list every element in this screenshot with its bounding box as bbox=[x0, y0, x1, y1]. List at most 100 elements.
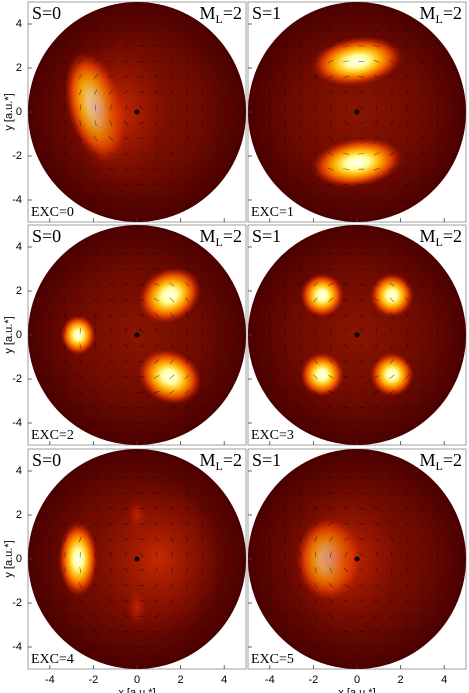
flow-arrow bbox=[78, 598, 83, 604]
flow-arrow bbox=[330, 327, 332, 334]
flow-arrow bbox=[153, 252, 160, 255]
flow-arrow bbox=[78, 297, 83, 303]
flow-arrow bbox=[389, 506, 395, 511]
m-symbol: M bbox=[199, 226, 215, 246]
flow-arrow bbox=[268, 73, 272, 80]
flow-arrow bbox=[421, 312, 424, 319]
flow-arrow bbox=[389, 29, 395, 33]
flow-arrow bbox=[327, 645, 334, 649]
flow-arrow bbox=[312, 491, 319, 495]
flow-arrow bbox=[93, 374, 98, 380]
flow-arrow bbox=[328, 297, 334, 302]
flow-arrow bbox=[170, 120, 174, 126]
m-value: =2 bbox=[443, 450, 462, 470]
m-symbol: M bbox=[419, 3, 435, 23]
flow-arrow bbox=[373, 283, 380, 286]
flow-arrow bbox=[138, 360, 145, 363]
flow-arrow bbox=[312, 405, 319, 410]
flow-arrow bbox=[138, 153, 145, 155]
flow-arrow bbox=[436, 89, 439, 96]
flow-arrow bbox=[343, 359, 349, 363]
flow-arrow bbox=[297, 389, 303, 395]
flow-arrow bbox=[329, 343, 333, 349]
flow-arrow bbox=[343, 375, 350, 378]
flow-arrow bbox=[92, 28, 99, 33]
flow-arrow bbox=[94, 312, 98, 319]
flow-arrow bbox=[216, 373, 220, 380]
flow-arrow bbox=[94, 327, 97, 334]
flow-arrow bbox=[201, 312, 204, 319]
flow-arrow bbox=[297, 490, 303, 496]
flow-arrow bbox=[124, 327, 128, 334]
flow-arrow bbox=[123, 183, 130, 186]
flow-arrow bbox=[216, 342, 219, 350]
flow-arrow bbox=[299, 536, 302, 543]
panel: S=1 ML=2 EXC=3 bbox=[247, 224, 467, 446]
flow-arrow bbox=[390, 89, 394, 95]
flow-arrow bbox=[328, 59, 334, 64]
flow-arrow bbox=[436, 536, 439, 543]
panel: -4 -2 0 2 4 x [a.u.*] S=1 ML=2 EXC=5 bbox=[247, 448, 467, 693]
flow-arrow bbox=[169, 59, 175, 64]
flow-arrow bbox=[216, 536, 219, 543]
center-dot bbox=[134, 109, 140, 115]
flow-arrow bbox=[201, 135, 204, 142]
flow-arrow bbox=[419, 629, 425, 634]
flow-arrow bbox=[48, 73, 52, 80]
flow-arrow bbox=[421, 89, 424, 96]
flow-arrow bbox=[313, 297, 318, 303]
flow-arrow bbox=[153, 29, 160, 32]
center-dot bbox=[354, 109, 360, 115]
flow-arrow bbox=[169, 167, 175, 172]
flow-arrow bbox=[330, 551, 332, 558]
flow-arrow bbox=[48, 135, 51, 142]
flow-arrow bbox=[62, 490, 68, 496]
flow-arrow bbox=[389, 598, 395, 603]
center-dot bbox=[354, 332, 360, 338]
flow-arrow bbox=[108, 136, 114, 141]
flow-arrow bbox=[404, 374, 410, 380]
flow-arrow bbox=[94, 567, 97, 573]
flow-arrow bbox=[79, 119, 82, 127]
flow-arrow bbox=[64, 342, 66, 350]
flow-arrow bbox=[78, 521, 83, 527]
flow-arrow bbox=[358, 314, 365, 317]
flow-arrow bbox=[314, 327, 317, 334]
flow-arrow bbox=[170, 312, 174, 318]
flow-arrow bbox=[169, 135, 174, 141]
flow-arrow bbox=[215, 281, 220, 288]
x-tick-label: -2 bbox=[89, 674, 99, 686]
flow-arrow bbox=[343, 615, 350, 618]
flow-arrow bbox=[404, 389, 410, 395]
flow-arrow bbox=[123, 599, 130, 602]
flow-arrow bbox=[48, 373, 52, 380]
excitation-label: EXC=3 bbox=[251, 428, 294, 443]
flow-arrow bbox=[168, 421, 175, 425]
density-blob bbox=[58, 521, 98, 597]
flow-arrow bbox=[139, 105, 144, 110]
flow-arrow bbox=[77, 629, 83, 634]
flow-arrow bbox=[327, 267, 334, 271]
flow-arrow bbox=[123, 168, 130, 171]
flow-arrow bbox=[92, 491, 99, 495]
flow-arrow bbox=[435, 505, 440, 512]
flow-arrow bbox=[107, 491, 114, 495]
flow-arrow bbox=[184, 59, 190, 64]
flow-arrow bbox=[405, 89, 409, 96]
flow-arrow bbox=[343, 168, 350, 171]
flow-arrow bbox=[123, 252, 130, 255]
flow-arrow bbox=[435, 58, 440, 65]
flow-arrow bbox=[283, 358, 287, 365]
flow-arrow bbox=[389, 282, 395, 287]
flow-arrow bbox=[110, 104, 112, 111]
flow-arrow bbox=[374, 343, 379, 349]
flow-arrow bbox=[185, 536, 189, 543]
flow-arrow bbox=[283, 582, 287, 589]
flow-arrow bbox=[108, 74, 114, 79]
density-blob bbox=[300, 273, 344, 318]
flow-arrow bbox=[78, 358, 82, 365]
flow-arrow bbox=[373, 29, 380, 32]
flow-arrow bbox=[93, 135, 98, 142]
flow-arrow bbox=[327, 29, 334, 32]
flow-arrow bbox=[200, 389, 205, 395]
